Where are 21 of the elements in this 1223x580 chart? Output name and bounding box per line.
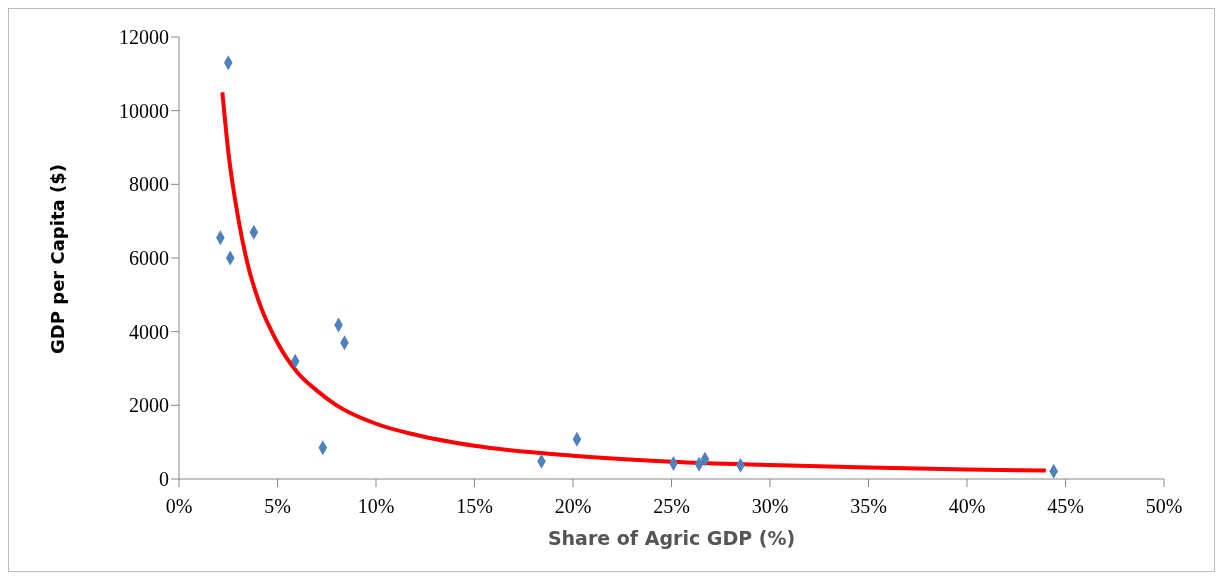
- y-tick-label: 0: [159, 468, 169, 491]
- x-axis-title: Share of Agric GDP (%): [546, 527, 797, 549]
- x-tick-label: 20%: [554, 495, 592, 518]
- x-tick-label: 50%: [1145, 495, 1183, 518]
- x-tick-label: 40%: [948, 495, 986, 518]
- y-tick-label: 4000: [129, 320, 169, 343]
- x-tick-label: 35%: [850, 495, 887, 518]
- y-tick-label: 8000: [129, 173, 169, 196]
- x-tick-label: 25%: [653, 495, 690, 518]
- x-tick-label: 30%: [751, 495, 789, 518]
- y-axis-title: GDP per Capita ($): [46, 164, 68, 354]
- line-series: [220, 90, 1048, 473]
- x-tick-label: 45%: [1047, 495, 1084, 518]
- y-tick-label: 12000: [119, 26, 169, 49]
- x-tick-label: 5%: [264, 495, 291, 518]
- x-tick-label: 10%: [357, 495, 395, 518]
- x-tick-label: 15%: [456, 495, 493, 518]
- y-tick-label: 2000: [129, 394, 169, 417]
- x-tick-label: 0%: [165, 495, 193, 518]
- y-tick-label: 10000: [119, 99, 169, 122]
- y-tick-label: 6000: [129, 247, 169, 270]
